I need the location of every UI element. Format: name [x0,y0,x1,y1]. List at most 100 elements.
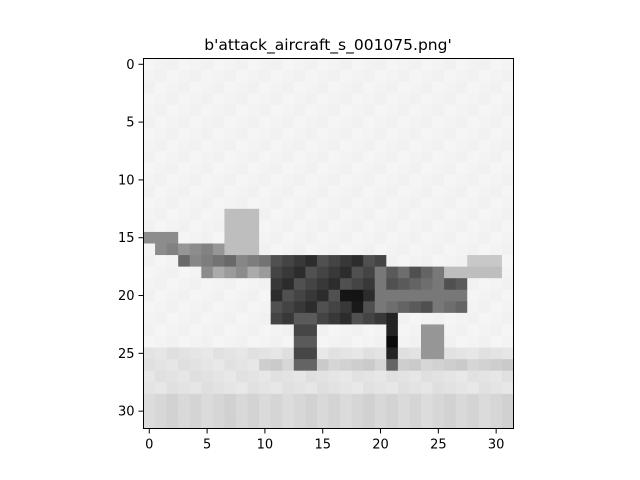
pixel [363,127,376,140]
pixel [282,81,295,94]
pixel [201,127,214,140]
pixel [155,174,168,187]
pixel [189,58,202,71]
pixel [316,197,329,210]
pixel [490,336,503,348]
pixel [340,301,353,314]
image-pixels [143,58,514,429]
pixel [351,405,364,418]
pixel [397,208,410,221]
pixel [270,139,283,152]
pixel [236,70,248,83]
pixel [444,151,457,163]
pixel [316,151,329,163]
pixel [501,220,514,233]
pixel [351,58,364,71]
pixel [212,220,225,233]
pixel [305,116,318,129]
pixel [224,104,237,117]
pixel [444,197,457,210]
pixel [201,151,214,163]
pixel [212,197,225,210]
pixel [397,151,410,163]
pixel [340,382,353,395]
pixel [212,127,225,140]
pixel [340,197,353,210]
pixel [444,255,457,268]
pixel [305,151,318,163]
pixel [444,104,457,117]
pixel [409,174,422,187]
x-tick-label: 25 [430,438,447,453]
pixel [155,116,168,129]
pixel [409,301,422,314]
pixel [432,324,445,337]
pixel [467,127,480,140]
pixel [212,93,225,106]
pixel [236,162,248,175]
pixel [501,139,514,152]
pixel [305,208,318,221]
pixel [467,359,480,372]
pixel [282,243,295,256]
pixel [397,93,410,106]
pixel [143,197,156,210]
pixel [490,278,503,291]
pixel [212,359,225,372]
pixel [351,197,364,210]
pixel [467,370,480,383]
pixel [455,324,468,337]
pixel [363,336,376,348]
pixel [374,278,387,291]
pixel [201,278,214,291]
pixel [467,278,480,291]
pixel [386,127,399,140]
pixel [478,58,491,71]
pixel [478,174,491,187]
pixel [201,81,214,94]
y-tick-label: 10 [118,173,135,188]
pixel [305,312,318,325]
pixel [409,243,422,256]
pixel [236,289,248,302]
pixel [305,243,318,256]
pixel [270,104,283,117]
pixel [421,93,433,106]
pixel [212,416,225,429]
pixel [143,104,156,117]
pixel [305,255,318,268]
pixel [421,347,433,360]
pixel [293,208,306,221]
pixel [374,347,387,360]
pixel [316,70,329,83]
pixel [490,197,503,210]
pixel [189,359,202,372]
pixel [328,162,341,175]
pixel [247,255,260,268]
pixel [166,70,179,83]
pixel [386,93,399,106]
pixel [501,347,514,360]
pixel [363,266,376,279]
pixel [189,336,202,348]
pixel [201,336,214,348]
pixel [316,312,329,325]
pixel [224,208,237,221]
pixel [455,185,468,198]
pixel [467,197,480,210]
pixel [236,301,248,314]
pixel [143,266,156,279]
pixel [236,405,248,418]
pixel [282,231,295,244]
pixel [143,220,156,233]
pixel [421,70,433,83]
pixel [444,336,457,348]
pixel [409,336,422,348]
pixel [386,58,399,71]
pixel [178,174,191,187]
pixel [293,266,306,279]
pixel [247,93,260,106]
pixel [501,393,514,406]
pixel [178,151,191,163]
pixel [212,405,225,418]
